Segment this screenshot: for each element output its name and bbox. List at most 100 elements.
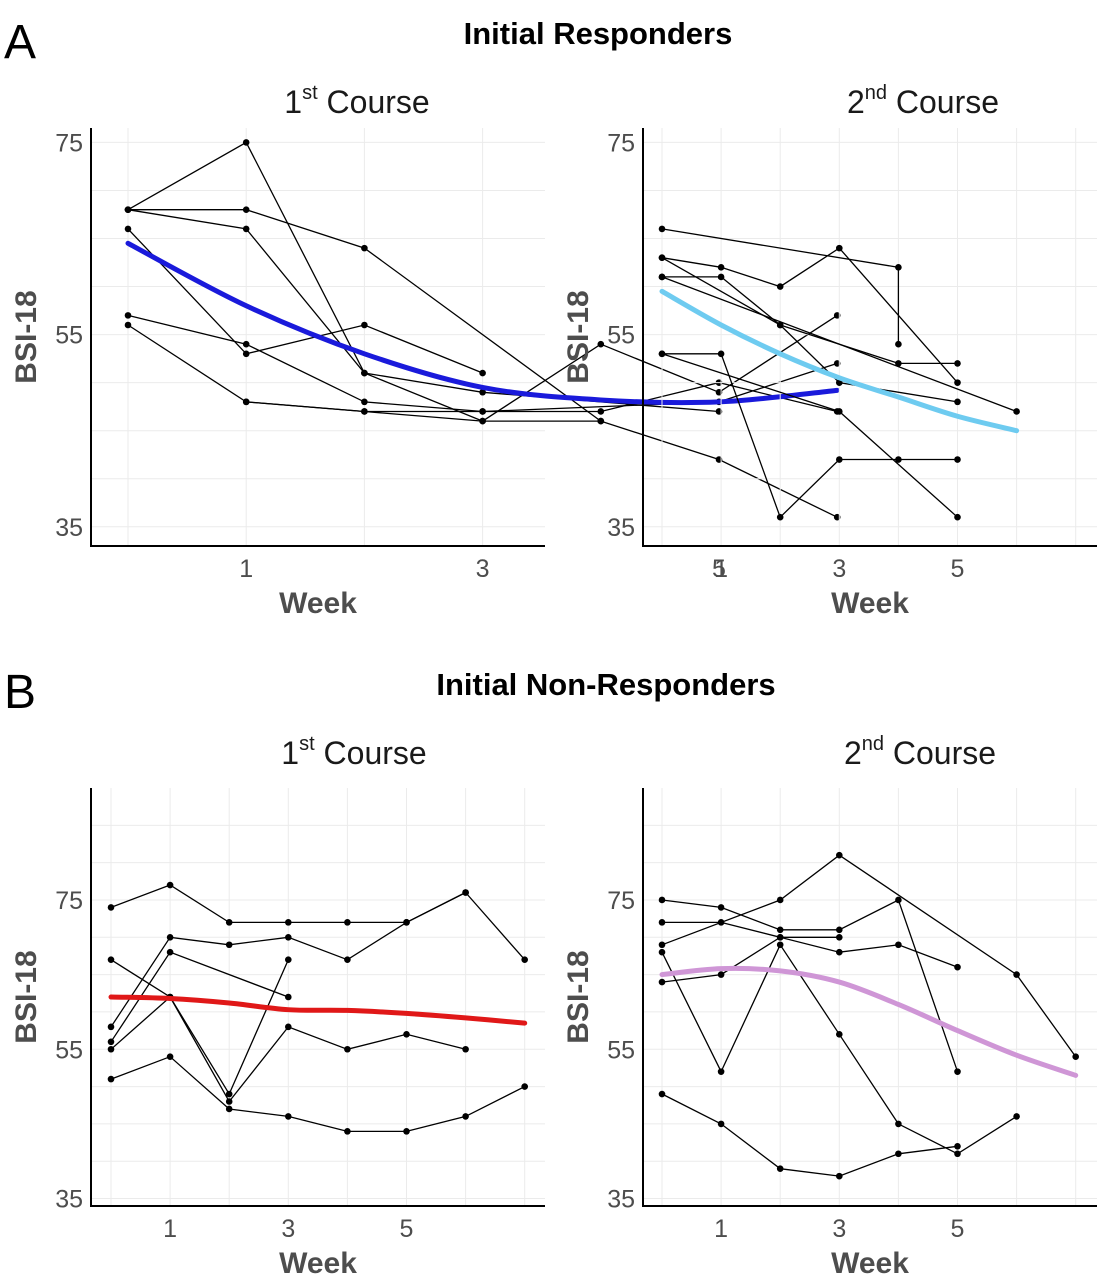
data-point: [242, 340, 250, 348]
data-point: [895, 456, 902, 463]
y-tick-label: 75: [55, 129, 83, 157]
data-point: [462, 889, 469, 896]
subject-line: [661, 854, 1077, 1058]
y-tick-label: 35: [55, 514, 83, 542]
subject-line: [110, 959, 289, 1096]
data-point: [462, 1113, 469, 1120]
data-point: [717, 273, 725, 281]
data-point: [895, 941, 902, 949]
data-point: [954, 513, 961, 521]
data-point: [895, 360, 902, 367]
data-point: [285, 933, 292, 941]
data-point: [479, 388, 486, 396]
subject-line: [110, 1055, 525, 1133]
data-point: [954, 456, 961, 463]
x-tick-label: 5: [951, 555, 965, 583]
x-tick-label: 1: [714, 1215, 728, 1243]
x-tick-label: 1: [239, 555, 253, 583]
data-point: [895, 1120, 902, 1128]
y-tick-label: 55: [607, 1036, 635, 1064]
data-point: [658, 919, 666, 926]
row-title-non-responders: Initial Non-Responders: [436, 667, 775, 702]
data-point: [1072, 1053, 1079, 1061]
data-point: [954, 963, 961, 971]
data-point: [225, 1105, 233, 1113]
y-axis-label: BSI-18: [562, 290, 595, 383]
trend-line: [125, 240, 840, 406]
data-point: [1013, 408, 1020, 415]
data-point: [776, 321, 784, 329]
data-point: [895, 264, 902, 271]
data-point: [836, 408, 843, 415]
data-point: [776, 283, 784, 290]
data-point: [658, 896, 666, 904]
trend-line: [108, 994, 528, 1026]
data-point: [954, 379, 961, 386]
data-point: [242, 225, 250, 233]
data-point: [521, 956, 528, 963]
plot-title: 1st Course: [281, 733, 426, 771]
data-point: [166, 881, 174, 889]
y-axis-label: BSI-18: [10, 290, 43, 383]
data-point: [776, 896, 784, 904]
data-point: [107, 1038, 115, 1046]
subject-line: [662, 276, 958, 403]
data-point: [225, 1098, 233, 1105]
data-point: [658, 978, 666, 986]
data-point: [166, 933, 174, 941]
data-point: [361, 244, 368, 252]
data-point: [403, 1031, 410, 1038]
data-point: [658, 225, 666, 233]
y-tick-label: 35: [607, 514, 635, 542]
data-point: [954, 1150, 961, 1158]
plot-title: 1st Course: [284, 82, 429, 120]
subject-line: [661, 1093, 958, 1177]
data-point: [225, 941, 233, 949]
x-tick-label: 3: [281, 1215, 295, 1243]
y-tick-label: 55: [607, 322, 635, 350]
data-point: [836, 926, 843, 934]
data-point: [836, 1172, 843, 1180]
data-point: [658, 941, 666, 949]
data-point: [124, 206, 132, 213]
y-tick-label: 35: [55, 1186, 83, 1214]
data-point: [658, 273, 666, 281]
data-point: [776, 933, 784, 941]
data-point: [242, 350, 250, 358]
data-point: [225, 1090, 233, 1098]
subject-line: [661, 899, 959, 1072]
data-point: [166, 1053, 174, 1061]
data-point: [776, 941, 784, 949]
subject-line: [661, 276, 1017, 413]
plot-title: 2nd Course: [847, 82, 999, 120]
data-point: [597, 408, 605, 415]
data-point: [1013, 1113, 1020, 1120]
data-point: [107, 1045, 115, 1053]
data-point: [344, 956, 351, 963]
x-tick-label: 5: [712, 555, 726, 583]
trend-line: [659, 288, 1020, 434]
data-point: [403, 919, 410, 926]
subject-line: [128, 209, 602, 422]
data-point: [462, 1045, 469, 1053]
data-point: [717, 971, 725, 978]
data-point: [658, 1090, 666, 1098]
row-title-responders: Initial Responders: [464, 16, 733, 51]
x-tick-label: 3: [476, 555, 490, 583]
data-point: [107, 1023, 115, 1031]
data-point: [895, 1150, 902, 1158]
data-point: [479, 369, 486, 377]
data-point: [954, 360, 961, 367]
data-point: [836, 933, 843, 941]
y-tick-label: 55: [55, 322, 83, 350]
data-point: [361, 408, 368, 415]
data-point: [776, 513, 784, 521]
subject-line: [127, 228, 483, 374]
subject-line: [127, 314, 838, 413]
data-point: [344, 1045, 351, 1053]
data-point: [285, 1113, 292, 1120]
subject-line: [661, 257, 958, 365]
data-point: [658, 254, 666, 262]
data-point: [242, 139, 250, 146]
data-point: [124, 321, 132, 329]
